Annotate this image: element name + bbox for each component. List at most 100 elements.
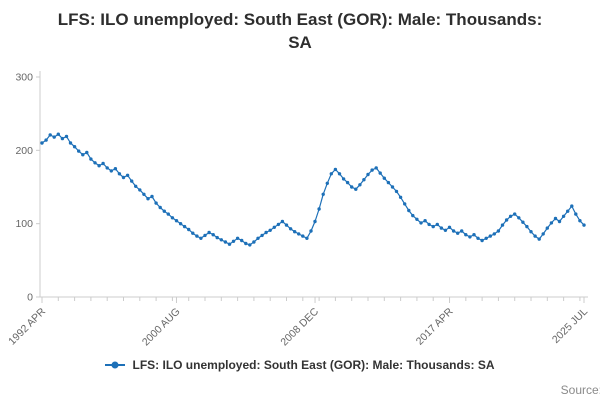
data-point-marker[interactable]	[227, 242, 232, 246]
data-point-marker[interactable]	[117, 171, 122, 176]
data-point-marker[interactable]	[447, 225, 452, 229]
data-point-marker[interactable]	[403, 202, 407, 206]
data-point-marker[interactable]	[480, 238, 484, 243]
data-point-marker[interactable]	[89, 157, 93, 161]
data-point-marker[interactable]	[252, 240, 256, 244]
data-point-marker[interactable]	[582, 223, 586, 227]
data-point-marker[interactable]	[48, 133, 52, 137]
data-point-marker[interactable]	[464, 232, 468, 237]
data-point-marker[interactable]	[578, 218, 582, 223]
data-point-marker[interactable]	[203, 233, 207, 237]
data-point-marker[interactable]	[411, 213, 415, 218]
data-point-marker[interactable]	[407, 208, 411, 213]
data-point-marker[interactable]	[451, 229, 456, 233]
data-point-marker[interactable]	[460, 229, 464, 233]
data-point-marker[interactable]	[235, 236, 240, 240]
data-point-marker[interactable]	[305, 236, 309, 240]
data-point-marker[interactable]	[105, 166, 109, 170]
data-point-marker[interactable]	[557, 219, 562, 224]
data-point-marker[interactable]	[288, 226, 293, 231]
data-point-marker[interactable]	[504, 218, 509, 222]
data-point-marker[interactable]	[215, 235, 219, 240]
data-point-marker[interactable]	[125, 173, 130, 177]
data-point-marker[interactable]	[358, 182, 362, 187]
data-point-marker[interactable]	[101, 161, 105, 166]
data-point-marker[interactable]	[276, 222, 281, 226]
data-point-marker[interactable]	[134, 184, 138, 188]
data-point-marker[interactable]	[370, 168, 374, 172]
data-point-marker[interactable]	[529, 229, 533, 234]
series-line[interactable]	[41, 133, 585, 246]
data-point-marker[interactable]	[488, 234, 492, 238]
data-point-marker[interactable]	[297, 232, 301, 236]
data-point-marker[interactable]	[435, 222, 439, 226]
data-point-marker[interactable]	[301, 234, 305, 238]
data-point-marker[interactable]	[154, 201, 158, 205]
data-point-marker[interactable]	[60, 136, 65, 141]
data-point-marker[interactable]	[158, 205, 162, 210]
data-point-marker[interactable]	[541, 232, 545, 236]
data-point-marker[interactable]	[350, 185, 354, 189]
data-point-marker[interactable]	[521, 220, 525, 224]
data-point-marker[interactable]	[52, 135, 56, 139]
data-point-marker[interactable]	[329, 171, 333, 176]
data-point-marker[interactable]	[85, 150, 89, 155]
data-point-marker[interactable]	[386, 180, 391, 185]
data-point-marker[interactable]	[121, 175, 126, 180]
data-point-marker[interactable]	[394, 189, 399, 193]
data-point-marker[interactable]	[525, 224, 529, 229]
data-point-marker[interactable]	[423, 218, 427, 223]
data-point-marker[interactable]	[93, 160, 97, 165]
data-point-marker[interactable]	[354, 187, 358, 191]
data-point-marker[interactable]	[68, 141, 73, 145]
data-point-marker[interactable]	[56, 132, 60, 136]
data-point-marker[interactable]	[439, 226, 444, 230]
data-point-marker[interactable]	[195, 234, 199, 238]
data-point-marker[interactable]	[427, 222, 431, 226]
data-point-marker[interactable]	[549, 221, 554, 225]
data-point-marker[interactable]	[366, 172, 370, 177]
data-point-marker[interactable]	[260, 233, 264, 237]
data-point-marker[interactable]	[293, 229, 297, 234]
data-point-marker[interactable]	[415, 217, 419, 221]
data-point-marker[interactable]	[513, 212, 517, 216]
data-point-marker[interactable]	[256, 236, 260, 240]
data-point-marker[interactable]	[570, 204, 574, 208]
data-point-marker[interactable]	[268, 228, 272, 232]
data-point-marker[interactable]	[309, 229, 313, 233]
data-point-marker[interactable]	[40, 141, 44, 145]
data-point-marker[interactable]	[472, 232, 476, 237]
data-point-marker[interactable]	[321, 192, 325, 196]
data-point-marker[interactable]	[574, 212, 578, 216]
data-point-marker[interactable]	[182, 224, 187, 229]
data-point-marker[interactable]	[431, 224, 435, 229]
data-point-marker[interactable]	[492, 232, 496, 236]
data-point-marker[interactable]	[345, 180, 350, 185]
data-point-marker[interactable]	[231, 239, 236, 243]
data-point-marker[interactable]	[211, 232, 215, 237]
data-point-marker[interactable]	[313, 219, 317, 224]
data-point-marker[interactable]	[362, 177, 366, 182]
data-point-marker[interactable]	[178, 221, 183, 226]
data-point-marker[interactable]	[187, 227, 191, 232]
data-point-marker[interactable]	[72, 144, 77, 149]
data-point-marker[interactable]	[398, 195, 403, 199]
data-point-marker[interactable]	[443, 228, 448, 232]
data-point-marker[interactable]	[191, 231, 195, 235]
data-point-marker[interactable]	[382, 176, 386, 180]
data-point-marker[interactable]	[484, 236, 488, 240]
data-point-marker[interactable]	[166, 212, 170, 216]
data-point-marker[interactable]	[517, 215, 521, 220]
data-point-marker[interactable]	[284, 223, 289, 227]
data-point-marker[interactable]	[476, 236, 480, 240]
data-point-marker[interactable]	[566, 209, 570, 213]
data-point-marker[interactable]	[468, 235, 472, 239]
data-point-marker[interactable]	[142, 192, 146, 196]
data-point-marker[interactable]	[341, 177, 346, 181]
data-point-marker[interactable]	[248, 243, 252, 247]
data-point-marker[interactable]	[174, 218, 179, 223]
data-point-marker[interactable]	[97, 163, 101, 168]
data-point-marker[interactable]	[199, 236, 203, 240]
data-point-marker[interactable]	[553, 216, 558, 221]
data-point-marker[interactable]	[337, 171, 342, 176]
